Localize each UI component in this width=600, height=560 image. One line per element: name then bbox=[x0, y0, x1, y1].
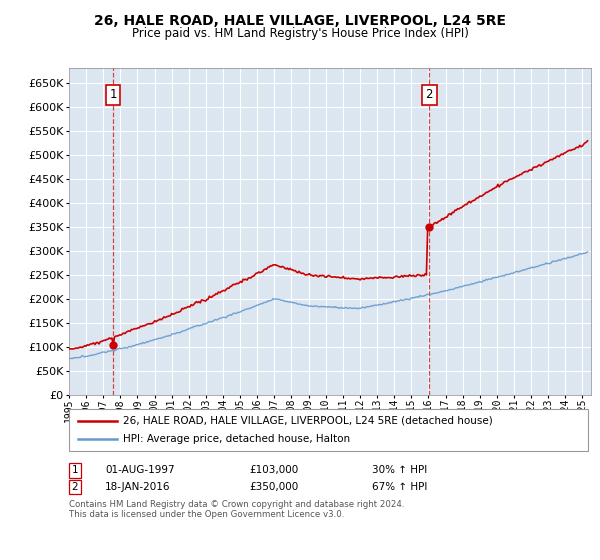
Text: 26, HALE ROAD, HALE VILLAGE, LIVERPOOL, L24 5RE (detached house): 26, HALE ROAD, HALE VILLAGE, LIVERPOOL, … bbox=[123, 416, 493, 426]
Text: 26, HALE ROAD, HALE VILLAGE, LIVERPOOL, L24 5RE: 26, HALE ROAD, HALE VILLAGE, LIVERPOOL, … bbox=[94, 14, 506, 28]
Text: 2: 2 bbox=[71, 482, 79, 492]
Text: 67% ↑ HPI: 67% ↑ HPI bbox=[372, 482, 427, 492]
Text: 01-AUG-1997: 01-AUG-1997 bbox=[105, 465, 175, 475]
Text: 18-JAN-2016: 18-JAN-2016 bbox=[105, 482, 170, 492]
Text: HPI: Average price, detached house, Halton: HPI: Average price, detached house, Halt… bbox=[123, 434, 350, 444]
Text: £350,000: £350,000 bbox=[249, 482, 298, 492]
Text: Price paid vs. HM Land Registry's House Price Index (HPI): Price paid vs. HM Land Registry's House … bbox=[131, 27, 469, 40]
Text: £103,000: £103,000 bbox=[249, 465, 298, 475]
Text: 1: 1 bbox=[71, 465, 79, 475]
Text: Contains HM Land Registry data © Crown copyright and database right 2024.
This d: Contains HM Land Registry data © Crown c… bbox=[69, 500, 404, 519]
Text: 30% ↑ HPI: 30% ↑ HPI bbox=[372, 465, 427, 475]
Text: 2: 2 bbox=[425, 88, 433, 101]
Text: 1: 1 bbox=[109, 88, 117, 101]
